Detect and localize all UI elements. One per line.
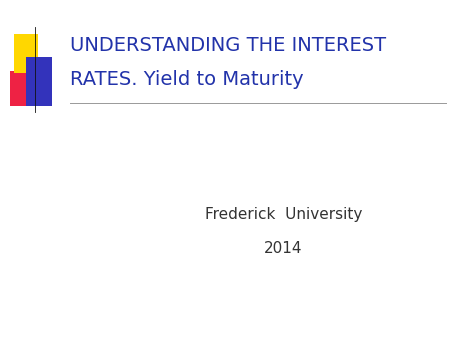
Text: Frederick  University: Frederick University xyxy=(205,207,362,222)
Bar xyxy=(26,57,52,106)
Bar xyxy=(14,34,38,73)
Bar xyxy=(10,71,30,106)
Text: 2014: 2014 xyxy=(264,241,303,256)
Text: UNDERSTANDING THE INTEREST: UNDERSTANDING THE INTEREST xyxy=(70,36,386,55)
Text: RATES. Yield to Maturity: RATES. Yield to Maturity xyxy=(70,70,303,89)
